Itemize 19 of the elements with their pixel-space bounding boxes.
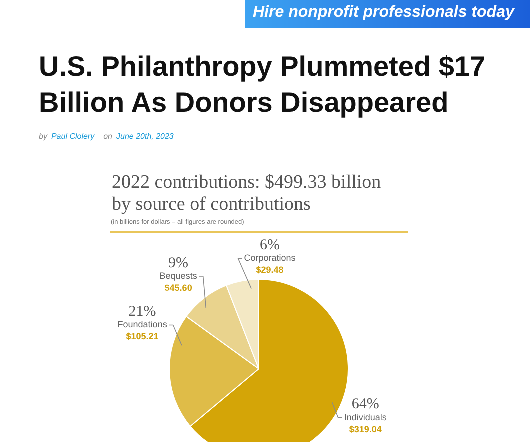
- slice-label: Individuals: [344, 412, 388, 422]
- text: 6%: [260, 238, 280, 254]
- text: on: [104, 132, 112, 141]
- chart-subtitle: 2022 contributions: $499.33 billion by source of contributions: [112, 172, 382, 216]
- data-label: $29.48: [256, 265, 284, 276]
- slice-label: Bequests: [160, 270, 198, 281]
- slice-label: Foundations: [118, 320, 168, 330]
- slice-label: Corporations: [244, 253, 296, 264]
- text: Paul Clolery: [51, 132, 95, 141]
- text: 21%: [128, 304, 156, 320]
- text: June 20th, 2023: [116, 132, 174, 141]
- text: Hire nonprofit professionals today: [253, 3, 514, 23]
- data-label: $319.04: [349, 424, 382, 434]
- text: by: [39, 132, 48, 141]
- text: 64%: [352, 396, 380, 413]
- data-label: $45.60: [164, 282, 192, 293]
- chart-title: U.S. Philanthropy Plummeted $17 Billion As Donors Disappeared: [39, 50, 487, 120]
- text: 9%: [168, 255, 189, 272]
- data-label: $105.21: [126, 332, 159, 342]
